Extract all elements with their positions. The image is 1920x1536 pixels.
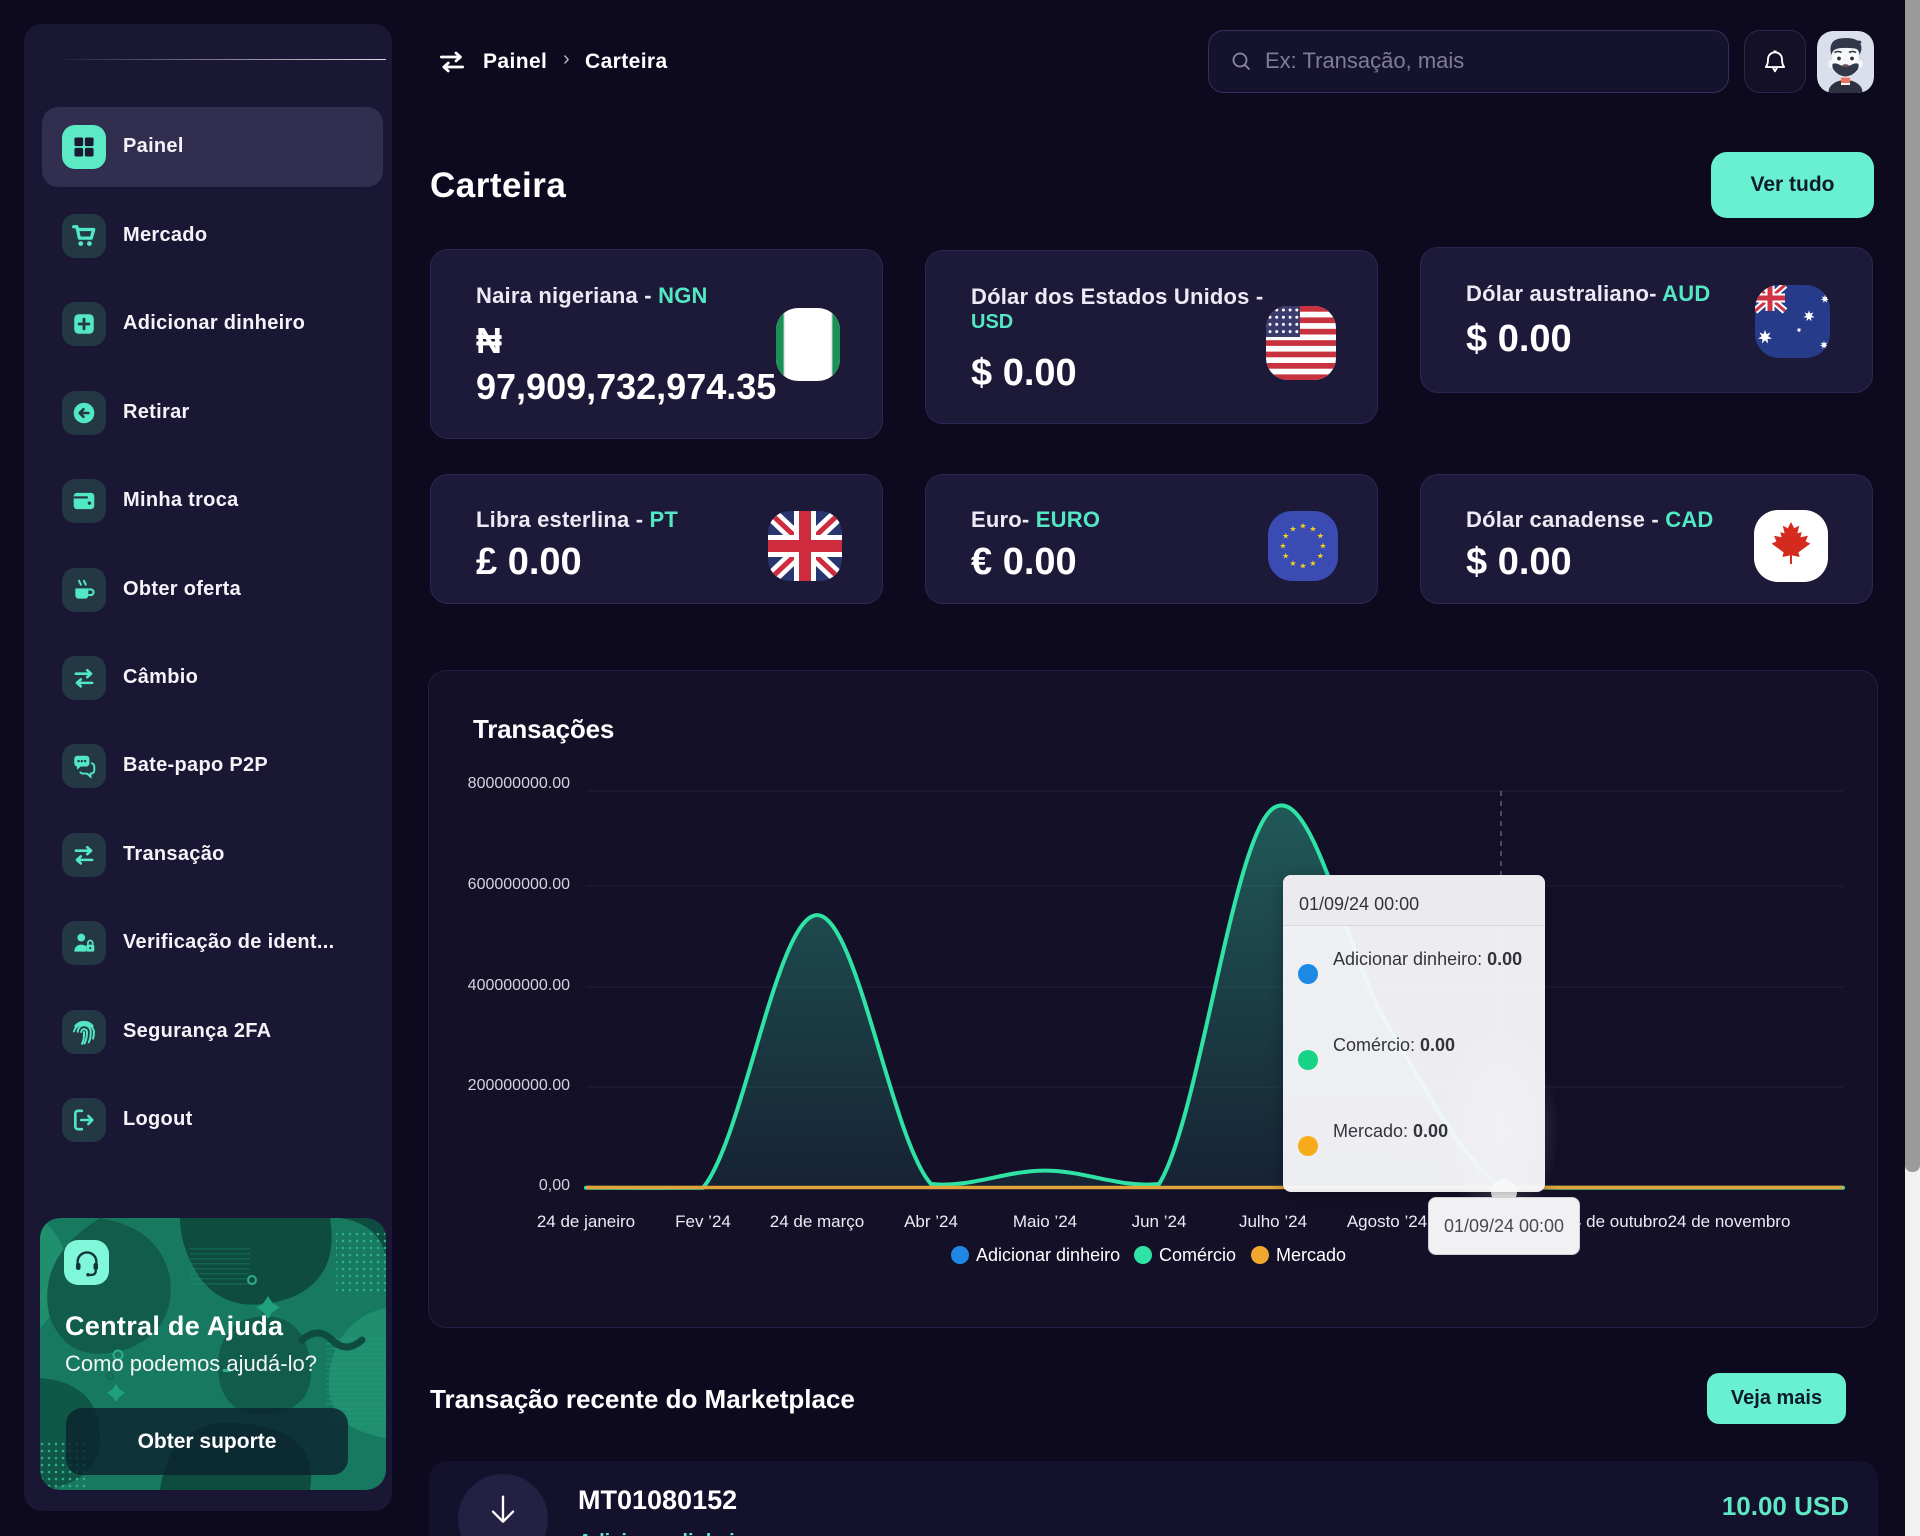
svg-text:★: ★ (1299, 522, 1306, 531)
svg-text:★: ★ (1299, 562, 1306, 571)
svg-text:★: ★ (1309, 559, 1316, 568)
svg-text:★: ★ (1279, 542, 1286, 551)
svg-text:★: ★ (1289, 559, 1296, 568)
svg-text:★: ★ (1289, 524, 1296, 533)
svg-text:★: ★ (1282, 532, 1289, 541)
svg-text:★: ★ (1319, 542, 1326, 551)
svg-text:★: ★ (1317, 532, 1324, 541)
svg-text:★: ★ (1317, 552, 1324, 561)
svg-text:★: ★ (1309, 524, 1316, 533)
svg-text:★: ★ (1282, 552, 1289, 561)
